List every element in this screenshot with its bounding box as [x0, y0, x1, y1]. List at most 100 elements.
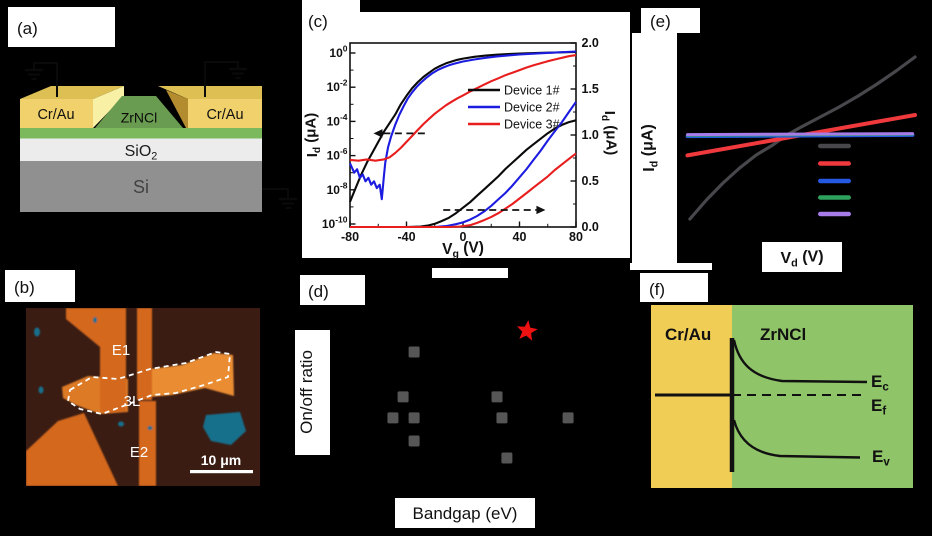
right-electrode-side-face [166, 90, 188, 128]
electrode-bottom-label: E2 [130, 444, 148, 461]
c-y-axis-left-label: Id (μA) [303, 113, 324, 158]
d-data-point [408, 412, 420, 424]
panel-d-scatter-chart: (d) On/off ratio Bandgap (eV) [295, 268, 574, 528]
c-legend-label-3: Device 3# [504, 117, 560, 131]
c-legend-label-2: Device 2# [504, 100, 560, 114]
right-electrode-label: Cr/Au [206, 107, 243, 123]
d-scatter-points [387, 320, 574, 464]
channel-label: ZrNCl [121, 110, 158, 126]
c-y-right-tick-label: 1.5 [582, 82, 599, 96]
panel-e-label: (e) [650, 12, 671, 31]
right-electrode-top-face [158, 86, 262, 99]
valence-band-curve [732, 419, 861, 459]
c-linear-curve-device-1 [350, 119, 577, 229]
c-y-right-tick-label: 0.5 [582, 174, 599, 188]
d-data-point [501, 452, 513, 464]
e-legend-bar-3 [818, 178, 851, 184]
sio2-layer [20, 138, 262, 161]
crop-artifact [432, 268, 508, 278]
c-x-axis-label: Vg (V) [442, 240, 484, 261]
c-y-left-tick-label: 10-2 [327, 78, 348, 95]
d-highlight-star [517, 320, 538, 341]
flake-region-right [150, 353, 234, 397]
panel-c-label: (c) [308, 12, 328, 31]
e-curve-5 [686, 132, 915, 137]
d-x-label-box [395, 498, 535, 528]
c-y-left-tick-label: 100 [329, 44, 347, 61]
panel-b-optical-image: (b) E1 3L E2 10 μm [5, 270, 260, 486]
c-y-right-tick-label: 2.0 [582, 36, 599, 50]
e-y-label-box [632, 33, 677, 263]
d-x-axis-label: Bandgap (eV) [413, 504, 518, 523]
d-data-point [562, 412, 574, 424]
e-legend-bar-2 [818, 161, 851, 166]
zrncl-channel-mesa [95, 96, 183, 128]
d-data-point [408, 346, 420, 358]
panel-b-label-box [5, 270, 75, 302]
d-data-point [408, 435, 420, 447]
fermi-level-label: Ef [871, 396, 886, 417]
residue-patch-large [203, 412, 246, 445]
panel-e-label-box [641, 8, 700, 33]
e-legend-bar-5 [818, 211, 851, 217]
si-substrate-layer [20, 161, 262, 212]
panel-a-label-box [8, 7, 115, 47]
e-curve-1 [688, 55, 917, 221]
d-data-point [496, 412, 508, 424]
electrode-finger-2 [137, 308, 152, 400]
c-y-axis-right-label: Id (μA) [599, 111, 620, 156]
panel-c-transfer-chart: (c) -80 -40 0 40 80 100 10-2 10-4 10-6 10-8 10-10 0… [302, 0, 630, 261]
c-y-left-tick-label: 10-4 [327, 112, 348, 128]
electrode-wedge [26, 413, 118, 486]
semiconductor-label: ZrNCl [760, 325, 806, 344]
e-legend-bar-1 [818, 143, 851, 149]
conduction-band-curve [732, 339, 868, 384]
c-linear-curve-device-3 [350, 152, 577, 229]
c-y-right-tick-label: 1.0 [582, 128, 599, 142]
source-wire [25, 62, 58, 97]
electrode-finger-3 [139, 401, 156, 486]
e-x-label-box [762, 242, 842, 272]
c-y-right-tick-label: 0.0 [582, 220, 599, 234]
flake-label: 3L [124, 393, 141, 410]
c-log-curve-device-3 [349, 54, 577, 162]
zrncl-thin-layer [20, 128, 262, 139]
c-right-axis-arrowhead [536, 205, 546, 215]
left-electrode-front-face [20, 99, 93, 128]
drain-wire [204, 61, 247, 97]
panel-e-output-chart: (e) Id (μA) Vd (V) [630, 8, 917, 272]
substrate-label: Si [133, 177, 149, 197]
conduction-band-label: Ec [871, 372, 889, 393]
panel-b-label: (b) [14, 278, 35, 297]
panel-d-label-box [300, 275, 365, 305]
flake-outline-dashed [67, 351, 231, 415]
e-y-axis-label: Id (μA) [639, 124, 660, 172]
electrode-flare [66, 308, 100, 347]
electrode-finger-1 [100, 308, 126, 412]
c-x-tick-label: 80 [569, 230, 583, 244]
panel-a-label: (a) [17, 19, 38, 38]
oxide-label: SiO2 [125, 143, 158, 162]
c-y-left-tick-label: 10-8 [327, 180, 348, 197]
d-y-axis-label: On/off ratio [297, 350, 316, 434]
electrode-top-label: E1 [112, 342, 130, 359]
c-y-left-tick-label: 10-10 [322, 215, 348, 232]
c-x-tick-label: 0 [460, 230, 467, 244]
metal-label: Cr/Au [665, 325, 711, 344]
micrograph [26, 308, 260, 486]
scale-bar [190, 470, 253, 474]
panel-f-label: (f) [649, 280, 665, 299]
crop-artifact [630, 263, 712, 270]
d-data-point [387, 412, 399, 424]
panel-f-band-diagram: (f) Cr/Au ZrNCl Ec Ef Ev [640, 273, 913, 488]
right-electrode-front-face [188, 99, 262, 128]
c-x-tick-label: -40 [397, 230, 415, 244]
c-linear-curve-device-2 [350, 101, 577, 229]
left-electrode-label: Cr/Au [37, 107, 74, 123]
d-y-label-box [295, 330, 330, 455]
e-x-axis-label: Vd (V) [780, 248, 823, 269]
panel-f-label-box [640, 273, 708, 302]
left-electrode-side-face [93, 86, 124, 128]
e-curves [685, 55, 917, 221]
